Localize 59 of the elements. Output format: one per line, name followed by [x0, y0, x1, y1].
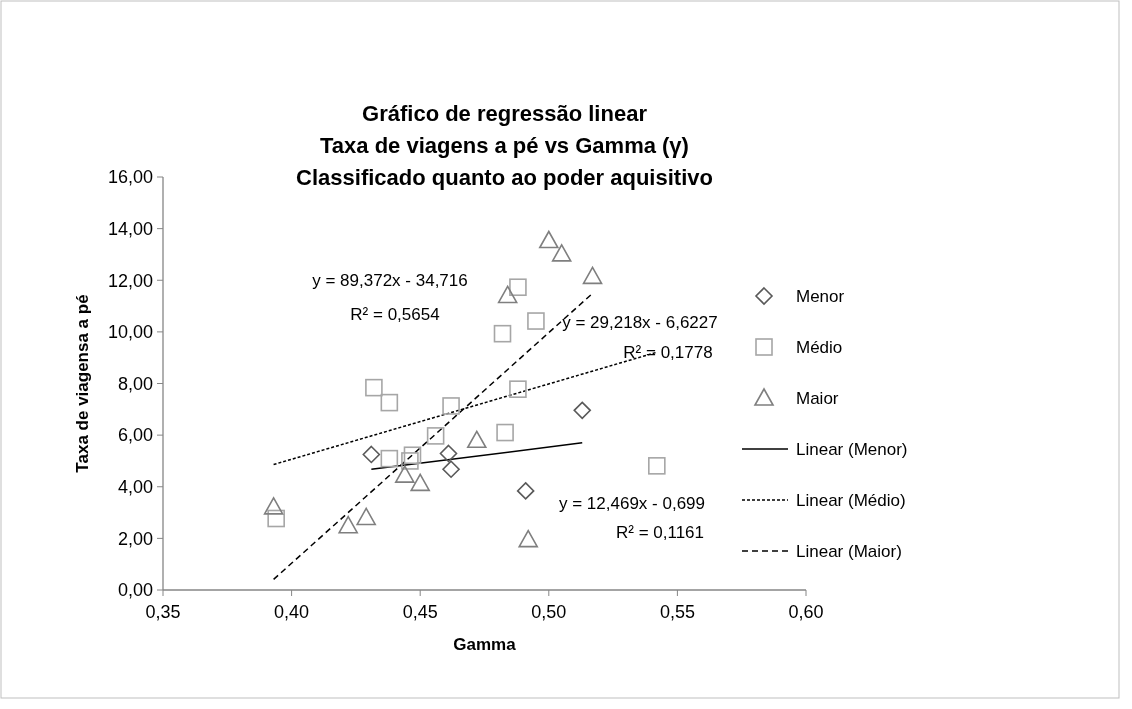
point [493, 324, 512, 343]
point [401, 452, 419, 470]
legend-label: Maior [796, 388, 839, 408]
y-axis-title: Taxa de viagensa a pé [73, 294, 92, 473]
point [573, 401, 592, 420]
x-tick-label: 0,50 [531, 602, 567, 622]
annotation: R² = 0,5654 [350, 304, 440, 324]
point [466, 430, 487, 449]
point [516, 482, 535, 500]
x-tick-label: 0,55 [659, 602, 695, 622]
point [539, 230, 559, 249]
point [496, 423, 514, 442]
y-tick-label: 8,00 [117, 373, 153, 394]
y-tick-label: 6,00 [117, 425, 153, 446]
x-tick-label: 0,60 [788, 602, 824, 622]
point [648, 457, 666, 475]
point [380, 393, 399, 412]
y-tick-label: 0,00 [117, 580, 153, 601]
legend-label: Menor [796, 286, 845, 306]
point [426, 427, 445, 445]
point [497, 285, 518, 304]
y-tick-label: 4,00 [117, 477, 153, 498]
annotation: y = 89,372x - 34,716 [312, 270, 468, 290]
legend-label: Linear (Médio) [796, 490, 906, 510]
y-tick-label: 10,00 [107, 322, 153, 343]
y-tick-label: 14,00 [107, 218, 153, 239]
point [518, 529, 539, 548]
legend-label: Médio [796, 337, 843, 357]
point [267, 509, 285, 528]
point [403, 446, 422, 465]
point [365, 378, 383, 397]
point [263, 497, 284, 515]
legend-label: Linear (Maior) [796, 541, 902, 561]
point [442, 460, 460, 478]
point [338, 515, 358, 534]
x-tick-label: 0,35 [145, 602, 181, 622]
point [527, 312, 545, 330]
point [394, 465, 415, 483]
point [362, 445, 381, 464]
annotation: R² = 0,1161 [615, 522, 705, 542]
point [410, 473, 430, 492]
point [380, 449, 399, 468]
annotation: y = 29,218x - 6,6227 [562, 312, 718, 332]
x-axis-title: Gamma [453, 635, 517, 654]
point [509, 380, 527, 398]
chart-title: Gráfico de regressão linear Taxa de viagens a pé vs Gamma (γ) Classificado quanto ao poder aquisitivo [296, 101, 713, 190]
legend-label: Linear (Menor) [796, 439, 908, 459]
point [439, 444, 458, 463]
annotation: y = 12,469x - 0,699 [558, 493, 706, 513]
x-tick-label: 0,40 [274, 602, 310, 622]
point [582, 266, 603, 285]
y-tick-label: 2,00 [117, 528, 153, 549]
point [509, 278, 527, 297]
point [356, 507, 376, 526]
y-tick-label: 16,00 [107, 167, 153, 188]
x-tick-label: 0,45 [402, 602, 438, 622]
point [442, 397, 460, 415]
y-tick-label: 12,00 [107, 270, 153, 291]
point [551, 244, 572, 262]
